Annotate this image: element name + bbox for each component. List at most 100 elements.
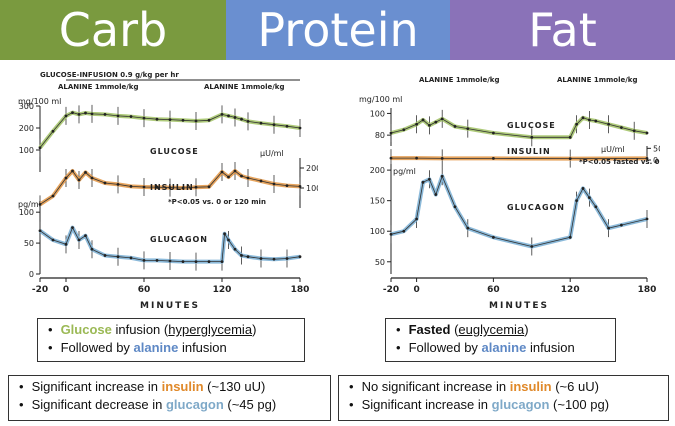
glucagon-point	[575, 199, 578, 203]
text-segment: )	[524, 322, 529, 337]
glucose-unit: mg/100 ml	[18, 97, 61, 106]
glucose-point	[607, 122, 610, 126]
glucagon-point	[285, 257, 289, 260]
glucagon-point	[38, 229, 42, 233]
glucagon-point	[402, 229, 406, 233]
glucose-point	[90, 112, 94, 116]
glucagon-point	[428, 177, 431, 181]
alanine-annotation-2: ALANINE 1mmole/kg	[557, 76, 637, 84]
text-segment: (~6 uU)	[551, 379, 599, 394]
x-tick-label: 60	[138, 285, 151, 295]
infusion-annotation: GLUCOSE-INFUSION 0.9 g/kg per hr	[40, 71, 179, 79]
text-segment: Significant increase in	[31, 379, 162, 394]
glucose-point	[142, 116, 146, 120]
glucagon-point	[492, 235, 495, 239]
glucose-point	[285, 124, 289, 128]
glucose-point	[207, 118, 211, 122]
x-tick-label: 60	[487, 285, 500, 295]
protein-banner-label: Protein	[257, 3, 419, 57]
insulin-point	[389, 156, 393, 160]
series-label-glucagon: GLUCAGON	[150, 235, 208, 244]
insulin-point	[227, 175, 230, 179]
insulin-line-trace	[391, 157, 648, 159]
glucagon-point	[168, 259, 172, 263]
y-tick-label: 100	[370, 109, 385, 118]
glucose-point	[103, 112, 107, 116]
glucagon-point	[207, 260, 211, 264]
alanine-term: alanine	[481, 340, 527, 355]
glucose-point	[227, 114, 230, 118]
y-tick-label: 50	[653, 144, 660, 153]
y-tick-label: 100	[19, 208, 34, 217]
glucagon-unit: pg/ml	[18, 200, 41, 209]
glucose-point	[402, 128, 406, 132]
y-tick-label: 0	[29, 270, 34, 279]
glucagon-point	[259, 257, 263, 260]
glucagon-point	[71, 226, 74, 230]
pvalue-annotation: *P<0.05 fasted vs. 0 or 120 min	[579, 158, 660, 166]
text-segment: (~130 uU)	[203, 379, 266, 394]
glucose-point	[64, 114, 68, 118]
x-tick-label: 0	[413, 285, 419, 295]
glucagon-point	[64, 242, 68, 246]
insulin-point	[194, 185, 198, 189]
series-label-glucagon: GLUCAGON	[507, 203, 565, 212]
glucagon-point	[594, 205, 598, 209]
y-tick-label: 150	[370, 197, 385, 206]
insulin-point	[492, 156, 495, 160]
insulin-point	[220, 170, 224, 174]
glucose-term: Glucose	[60, 322, 112, 337]
glucose-point	[155, 117, 159, 121]
glucose-point	[434, 120, 438, 124]
glucagon-unit: pg/ml	[393, 167, 416, 176]
insulin-point	[298, 185, 302, 188]
glucagon-point	[581, 187, 585, 190]
glucagon-point	[103, 254, 107, 257]
glucose-unit: mg/100 ml	[359, 95, 402, 104]
glucagon-point	[223, 232, 227, 236]
glucose-point	[389, 131, 393, 135]
y-tick-label: 100	[370, 227, 385, 236]
insulin-point	[38, 203, 42, 206]
hyperglycemia-term: hyperglycemia	[168, 322, 253, 337]
text-segment: (~45 pg)	[223, 397, 277, 412]
text-segment: )	[252, 322, 257, 337]
insulin-point	[246, 176, 250, 180]
text-segment: (	[450, 322, 459, 337]
glucose-point	[568, 135, 572, 139]
carb-condition-line-2: Followed by alanine infusion	[60, 339, 296, 357]
fat-chart-panel: -20 0 60 120 180 MINUTES 80 100 GLUCOSE 0 50 INSULI…	[357, 66, 675, 311]
x-tick-label: 120	[561, 285, 580, 295]
glucagon-point	[434, 193, 438, 196]
glucagon-point	[440, 174, 444, 178]
glucose-point	[581, 116, 585, 120]
glucose-point	[466, 127, 470, 131]
glucagon-point	[389, 232, 393, 236]
glucose-point	[194, 119, 198, 123]
series-label-glucose: GLUCOSE	[507, 121, 556, 130]
fat-result-line-2: Significant increase in glucagon (~100 p…	[361, 396, 660, 414]
glucagon-point	[415, 217, 418, 221]
carb-result-line-1: Significant increase in insulin (~130 uU…	[31, 378, 322, 396]
insulin-point	[64, 176, 68, 180]
glucagon-point	[272, 257, 276, 261]
glucose-point	[645, 131, 649, 135]
glucose-point	[632, 129, 636, 133]
text-segment: (~100 pg)	[549, 397, 610, 412]
glucagon-point	[246, 255, 250, 259]
text-segment: Followed by	[408, 340, 482, 355]
text-segment: infusion (	[111, 322, 169, 337]
glucagon-point	[155, 259, 159, 262]
glucagon-point	[194, 260, 198, 264]
insulin-point	[155, 185, 159, 189]
glucose-point	[298, 126, 302, 130]
glucagon-point	[240, 254, 243, 257]
insulin-point	[207, 185, 211, 189]
glucagon-point	[51, 238, 55, 242]
y-tick-label: 100	[306, 184, 318, 193]
series-label-insulin: INSULIN	[150, 183, 194, 192]
glucose-point	[233, 116, 237, 119]
insulin-point	[440, 156, 444, 160]
glucose-point	[575, 122, 578, 126]
carb-chart: -20 0 60 120 180 MINUTES 100 200 300 GLUCOSE 100 20…	[18, 71, 321, 311]
